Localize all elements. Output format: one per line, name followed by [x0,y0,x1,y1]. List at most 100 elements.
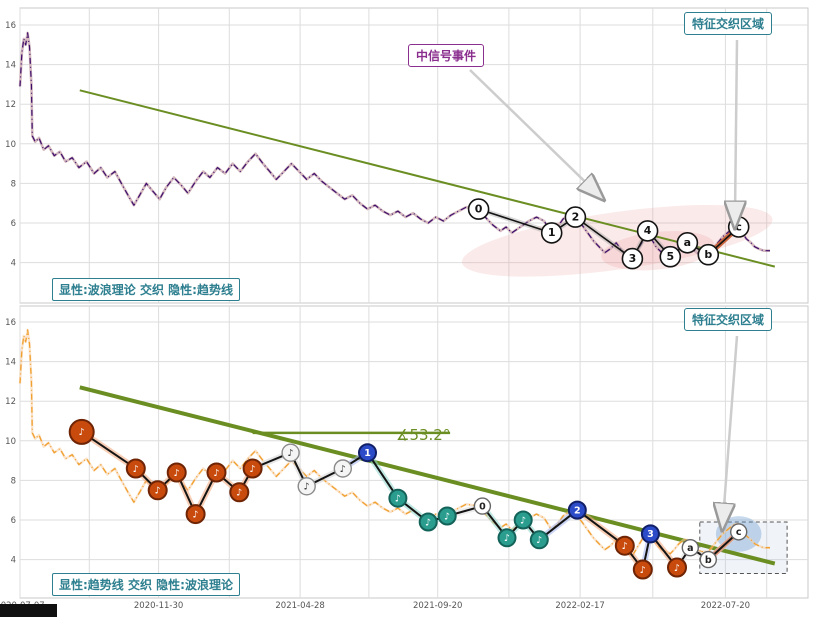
wave-marker-label: 4 [644,224,652,237]
wave-marker-♪ [513,510,533,530]
wave-marker-label: 0 [475,202,483,215]
x-tick-label: 2022-07-20 [701,601,750,611]
wave-marker-♪ [68,418,95,445]
wave-marker-label: 1 [548,226,556,239]
legend-bottom-chart: 显性:趋势线 交织 隐性:波浪理论 [52,573,240,596]
wave-marker-label: ♪ [674,563,680,574]
wave-marker-♪ [229,482,250,503]
wave-marker-label: c [736,527,742,538]
wave-marker-♪ [388,488,408,508]
wave-marker-label: ♪ [79,427,85,438]
y-tick-label: 12 [5,397,16,407]
wave-marker-label: 3 [629,252,637,265]
feature-region-arrow-top [735,39,737,223]
wave-marker-label: ♪ [288,448,294,459]
y-tick-label: 10 [5,140,16,150]
wave-marker-label: ♪ [213,468,219,479]
wave-marker-label: 1 [364,448,371,459]
wave-marker-label: ♪ [174,468,180,479]
wave-marker-label: 2 [574,505,581,516]
wave-marker-2 [564,206,587,228]
feature-region-annotation-bottom: 特征交织区域 [684,308,773,331]
wave-marker-label: ♪ [340,464,346,475]
wave-marker-1 [540,222,563,244]
wave-marker-a [681,539,699,557]
wave-marker-♪ [147,480,168,501]
y-tick-label: 6 [11,219,16,229]
wave-marker-♪ [632,559,653,580]
wave-marker-0 [473,497,492,515]
wave-marker-label: ♪ [444,511,450,522]
y-tick-label: 12 [5,100,16,110]
wave-marker-label: a [687,543,693,554]
wave-marker-a [676,232,699,254]
y-tick-label: 6 [11,516,16,526]
y-tick-label: 4 [11,556,16,566]
wave-marker-label: 3 [647,529,654,540]
x-tick-label: 2020-11-30 [134,601,183,611]
trend-line-top [79,89,776,268]
wave-marker-♪ [185,504,206,525]
wave-marker-3 [621,247,644,270]
y-tick-label: 8 [11,179,16,189]
wave-marker-2 [567,500,587,520]
x-tick-label: 2021-09-20 [413,601,462,611]
wave-marker-b [697,243,720,266]
wave-marker-label: ♪ [193,509,199,520]
wave-marker-b [699,550,717,569]
signal-event-annotation: 中信号事件 [408,44,485,67]
wave-marker-♪ [529,530,549,550]
wave-marker-label: ♪ [504,533,510,544]
wave-marker-label: ♪ [536,535,542,546]
wave-marker-label: ♪ [622,541,628,552]
wave-marker-♪ [206,462,227,483]
feature-region-annotation-top: 特征交织区域 [684,12,773,35]
y-tick-label: 16 [5,21,16,31]
wave-marker-♪ [297,477,316,496]
wave-marker-4 [636,220,659,242]
wave-marker-♪ [281,443,300,462]
feature-region-arrow-bottom [723,335,739,525]
wave-marker-label: 0 [479,501,486,512]
wave-marker-label: ♪ [640,565,646,576]
wave-marker-label: ♪ [155,486,161,497]
wave-marker-label: c [735,220,742,233]
wave-marker-label: ♪ [425,517,431,528]
y-tick-label: 8 [11,476,16,486]
wave-marker-5 [659,245,682,268]
wave-marker-♪ [125,458,146,479]
signal-event-arrow [469,69,600,196]
wave-marker-label: 2 [572,210,580,223]
wave-marker-♪ [418,512,438,532]
highlight-ellipse [461,204,773,277]
wave-marker-3 [640,524,660,544]
x-tick-label: 2022-02-17 [555,601,604,611]
wave-marker-label: ♪ [395,494,401,505]
panel-bottom [19,305,809,599]
wave-marker-♪ [497,528,517,548]
wave-marker-♪ [333,459,352,478]
wave-marker-label: ♪ [236,488,242,499]
wave-marker-label: a [684,236,691,249]
wave-marker-label: ♪ [250,464,256,475]
x-tick-label: 2021-04-28 [275,601,324,611]
wave-marker-label: ♪ [520,515,526,526]
wave-marker-♪ [437,506,457,526]
wave-marker-label: 5 [666,250,674,263]
price-line-bottom [19,329,770,557]
wave-marker-♪ [667,557,687,578]
wave-marker-label: b [705,555,712,566]
wave-marker-label: b [704,248,712,261]
y-tick-label: 16 [5,318,16,328]
y-tick-label: 4 [11,259,16,269]
wave-marker-♪ [166,462,187,483]
wave-marker-label: ♪ [304,482,310,493]
wave-marker-♪ [242,458,263,479]
corner-artifact [0,604,57,617]
wave-marker-1 [358,443,377,463]
wave-marker-label: ♪ [133,464,139,475]
legend-top-chart: 显性:波浪理论 交织 隐性:趋势线 [52,278,240,301]
y-tick-label: 14 [5,358,16,368]
y-tick-label: 14 [5,61,16,71]
